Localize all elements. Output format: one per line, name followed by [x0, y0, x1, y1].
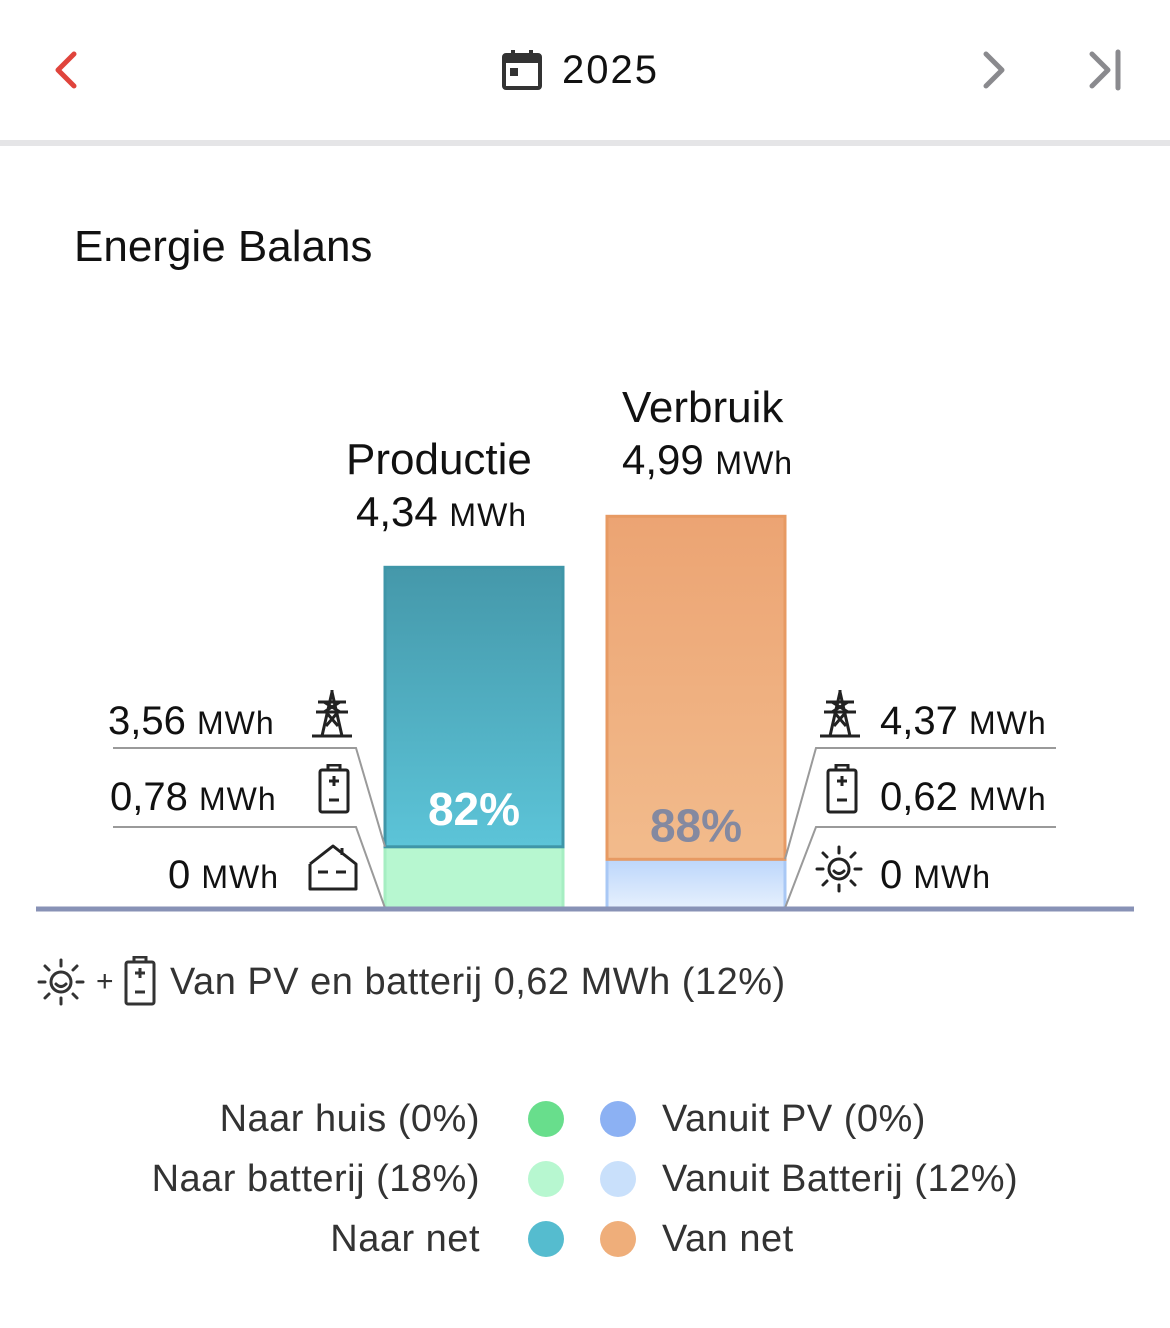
production-to-house-number: 0 [168, 853, 191, 897]
top-bar: 2025 [0, 0, 1170, 140]
production-to-grid-unit: MWh [196, 705, 275, 741]
legend-dot-naar-huis [528, 1101, 564, 1137]
period-selector[interactable]: 2025 [500, 40, 659, 100]
legend-dot-vanuit-pv [600, 1101, 636, 1137]
legend-label-naar-batterij: Naar batterij (18%) [151, 1158, 480, 1200]
production-total-unit: MWh [449, 497, 528, 533]
sun-icon [37, 958, 85, 1006]
legend-label-vanuit-pv: Vanuit PV (0%) [662, 1098, 926, 1140]
legend-dot-vanuit-batterij [600, 1161, 636, 1197]
production-to-battery-unit: MWh [198, 781, 277, 817]
note-plus: + [96, 965, 115, 998]
battery-icon [318, 764, 350, 814]
bar-segment-naar-net [383, 565, 565, 849]
production-to-battery-value: 0,78 MWh [110, 772, 277, 824]
calendar-icon [502, 50, 542, 90]
consumption-from-battery-unit: MWh [968, 781, 1047, 817]
production-to-grid-number: 3,56 [108, 699, 186, 743]
production-total-value: 4,34 [356, 488, 438, 535]
battery-icon [826, 764, 858, 814]
production-title: Productie [346, 435, 532, 484]
house-icon [308, 844, 358, 891]
legend-dot-van-net [600, 1221, 636, 1257]
consumption-from-grid-value: 4,37 MWh [880, 696, 1047, 748]
chevron-left-icon [55, 51, 77, 89]
sun-icon [815, 845, 863, 893]
consumption-from-grid-number: 4,37 [880, 699, 958, 743]
bar-segment-vanuit-batterij [605, 857, 787, 910]
consumption-total-unit: MWh [715, 445, 794, 481]
last-period-button[interactable] [1072, 40, 1132, 100]
production-percent-label: 82% [428, 783, 520, 835]
bar-segment-van-net [605, 514, 787, 861]
production-to-battery-number: 0,78 [110, 775, 188, 819]
consumption-percent-label: 88% [650, 799, 742, 851]
consumption-from-pv-unit: MWh [913, 859, 992, 895]
production-to-grid-value: 3,56 MWh [108, 696, 275, 748]
bar-segment-naar-batterij [383, 845, 565, 910]
skip-to-end-icon [1089, 49, 1121, 91]
production-total: 4,34 MWh [356, 486, 527, 541]
header-divider [0, 140, 1170, 146]
pv-battery-note: + Van PV en batterij 0,62 MWh (12%) [36, 952, 786, 1012]
production-to-house-unit: MWh [201, 859, 280, 895]
note-text: Van PV en batterij 0,62 MWh (12%) [170, 960, 786, 1003]
period-label: 2025 [562, 47, 659, 92]
previous-period-button[interactable] [36, 40, 96, 100]
legend-label-naar-huis: Naar huis (0%) [219, 1098, 480, 1140]
next-period-button[interactable] [964, 40, 1024, 100]
section-title: Energie Balans [74, 222, 373, 271]
production-to-house-value: 0 MWh [168, 850, 279, 902]
consumption-from-battery-number: 0,62 [880, 775, 958, 819]
legend-dot-naar-net [528, 1221, 564, 1257]
chevron-right-icon [983, 51, 1005, 89]
consumption-from-grid-unit: MWh [968, 705, 1047, 741]
legend-label-vanuit-batterij: Vanuit Batterij (12%) [662, 1158, 1019, 1200]
power-pylon-icon [820, 690, 860, 738]
power-pylon-icon [312, 690, 352, 738]
consumption-total-value: 4,99 [622, 436, 704, 483]
consumption-from-pv-number: 0 [880, 853, 903, 897]
consumption-from-battery-value: 0,62 MWh [880, 772, 1047, 824]
legend-label-naar-net: Naar net [330, 1218, 480, 1260]
consumption-from-pv-value: 0 MWh [880, 850, 991, 902]
consumption-title: Verbruik [622, 383, 784, 432]
battery-icon [124, 956, 156, 1006]
legend-label-van-net: Van net [662, 1218, 794, 1260]
consumption-total: 4,99 MWh [622, 434, 793, 489]
legend-dot-naar-batterij [528, 1161, 564, 1197]
